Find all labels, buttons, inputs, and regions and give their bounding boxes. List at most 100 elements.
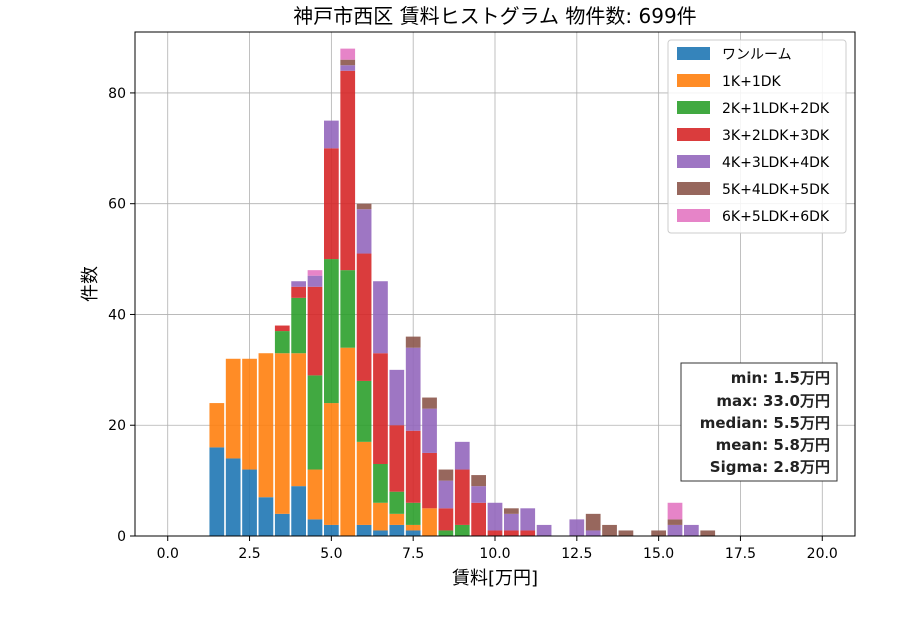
y-axis-label: 件数: [80, 266, 101, 302]
histogram-bar: [700, 530, 716, 536]
legend-swatch: [677, 182, 710, 195]
histogram-bar: [389, 491, 405, 514]
histogram-bar: [340, 59, 356, 66]
y-tick-label: 20: [108, 418, 126, 434]
histogram-bar: [225, 358, 241, 459]
y-tick-label: 0: [117, 529, 126, 545]
stats-min: min: 1.5万円: [731, 369, 830, 387]
histogram-bar: [373, 530, 388, 536]
histogram-bar: [389, 425, 405, 492]
histogram-bar: [373, 502, 388, 531]
histogram-bar: [405, 530, 421, 536]
histogram-bar: [389, 513, 405, 525]
histogram-bar: [356, 380, 372, 442]
histogram-bar: [454, 441, 470, 470]
bars-layer: [209, 48, 716, 536]
histogram-bar: [340, 347, 356, 536]
histogram-bar: [340, 270, 356, 348]
histogram-bar: [520, 508, 536, 531]
histogram-bar: [405, 347, 421, 431]
histogram-bar: [324, 120, 339, 149]
histogram-bar: [471, 475, 486, 487]
histogram-bar: [324, 403, 339, 525]
histogram-bar: [356, 209, 372, 254]
histogram-bar: [504, 508, 519, 514]
stats-median: median: 5.5万円: [700, 414, 830, 432]
histogram-bar: [356, 253, 372, 381]
histogram-bar: [438, 508, 454, 531]
y-tick-label: 80: [108, 86, 126, 102]
histogram-bar: [504, 530, 519, 536]
histogram-bar: [291, 286, 306, 298]
legend: ワンルーム 1K+1DK 2K+1LDK+2DK 3K+2LDK+3DK 4K+3LDK…: [667, 39, 847, 234]
histogram-bar: [291, 281, 306, 287]
y-tick-label: 40: [108, 307, 126, 323]
legend-swatch: [677, 128, 710, 141]
y-axis-ticks: 0 20 40 60 80: [108, 86, 135, 545]
histogram-bar: [274, 353, 290, 514]
histogram-bar: [307, 469, 323, 520]
histogram-bar: [454, 524, 470, 536]
y-tick-label: 60: [108, 197, 126, 213]
histogram-bar: [487, 530, 503, 536]
x-tick-label: 20.0: [807, 546, 838, 562]
histogram-bar: [307, 375, 323, 470]
histogram-bar: [307, 275, 323, 287]
stats-max: max: 33.0万円: [716, 392, 830, 410]
histogram-bar: [324, 259, 339, 404]
histogram-bar: [667, 502, 683, 520]
histogram-bar: [471, 486, 486, 503]
x-tick-label: 2.5: [238, 546, 260, 562]
histogram-bar: [405, 502, 421, 525]
histogram-bar: [373, 281, 388, 354]
histogram-bar: [242, 469, 257, 536]
legend-label: 6K+5LDK+6DK: [722, 209, 830, 225]
x-tick-label: 12.5: [561, 546, 592, 562]
histogram-bar: [258, 497, 274, 536]
legend-box: [667, 39, 847, 234]
histogram-bar: [307, 270, 323, 276]
histogram-bar: [667, 524, 683, 536]
histogram-bar: [471, 502, 486, 536]
histogram-bar: [438, 530, 454, 536]
histogram-bar: [356, 203, 372, 210]
histogram-bar: [356, 524, 372, 536]
legend-label: 2K+1LDK+2DK: [722, 101, 830, 117]
histogram-bar: [274, 513, 290, 536]
histogram-bar: [422, 397, 437, 409]
histogram-bar: [487, 502, 503, 531]
histogram-bar: [667, 519, 683, 525]
legend-swatch: [677, 47, 710, 60]
histogram-bar: [618, 530, 634, 536]
legend-label: 4K+3LDK+4DK: [722, 155, 830, 171]
histogram-bar: [585, 530, 601, 536]
histogram-bar: [209, 403, 225, 448]
histogram-bar: [307, 519, 323, 536]
stats-box-frame: [680, 362, 838, 482]
histogram-bar: [274, 331, 290, 354]
x-tick-label: 10.0: [479, 546, 510, 562]
histogram-bar: [569, 519, 585, 536]
x-tick-label: 17.5: [725, 546, 756, 562]
histogram-bar: [454, 469, 470, 525]
x-tick-label: 7.5: [402, 546, 424, 562]
x-tick-label: 5.0: [320, 546, 342, 562]
histogram-bar: [422, 452, 437, 509]
stats-mean: mean: 5.8万円: [716, 436, 830, 454]
histogram-bar: [291, 486, 306, 536]
legend-swatch: [677, 74, 710, 87]
histogram-bar: [438, 469, 454, 481]
histogram-bar: [373, 464, 388, 503]
histogram-bar: [291, 297, 306, 354]
histogram-bar: [504, 513, 519, 531]
histogram-bar: [307, 286, 323, 376]
histogram-bar: [340, 48, 356, 60]
histogram-bar: [405, 524, 421, 531]
histogram-bar: [340, 65, 356, 71]
histogram-bar: [356, 441, 372, 525]
histogram-bar: [258, 353, 274, 498]
legend-swatch: [677, 209, 710, 222]
histogram-bar: [438, 480, 454, 509]
histogram-bar: [536, 524, 552, 536]
